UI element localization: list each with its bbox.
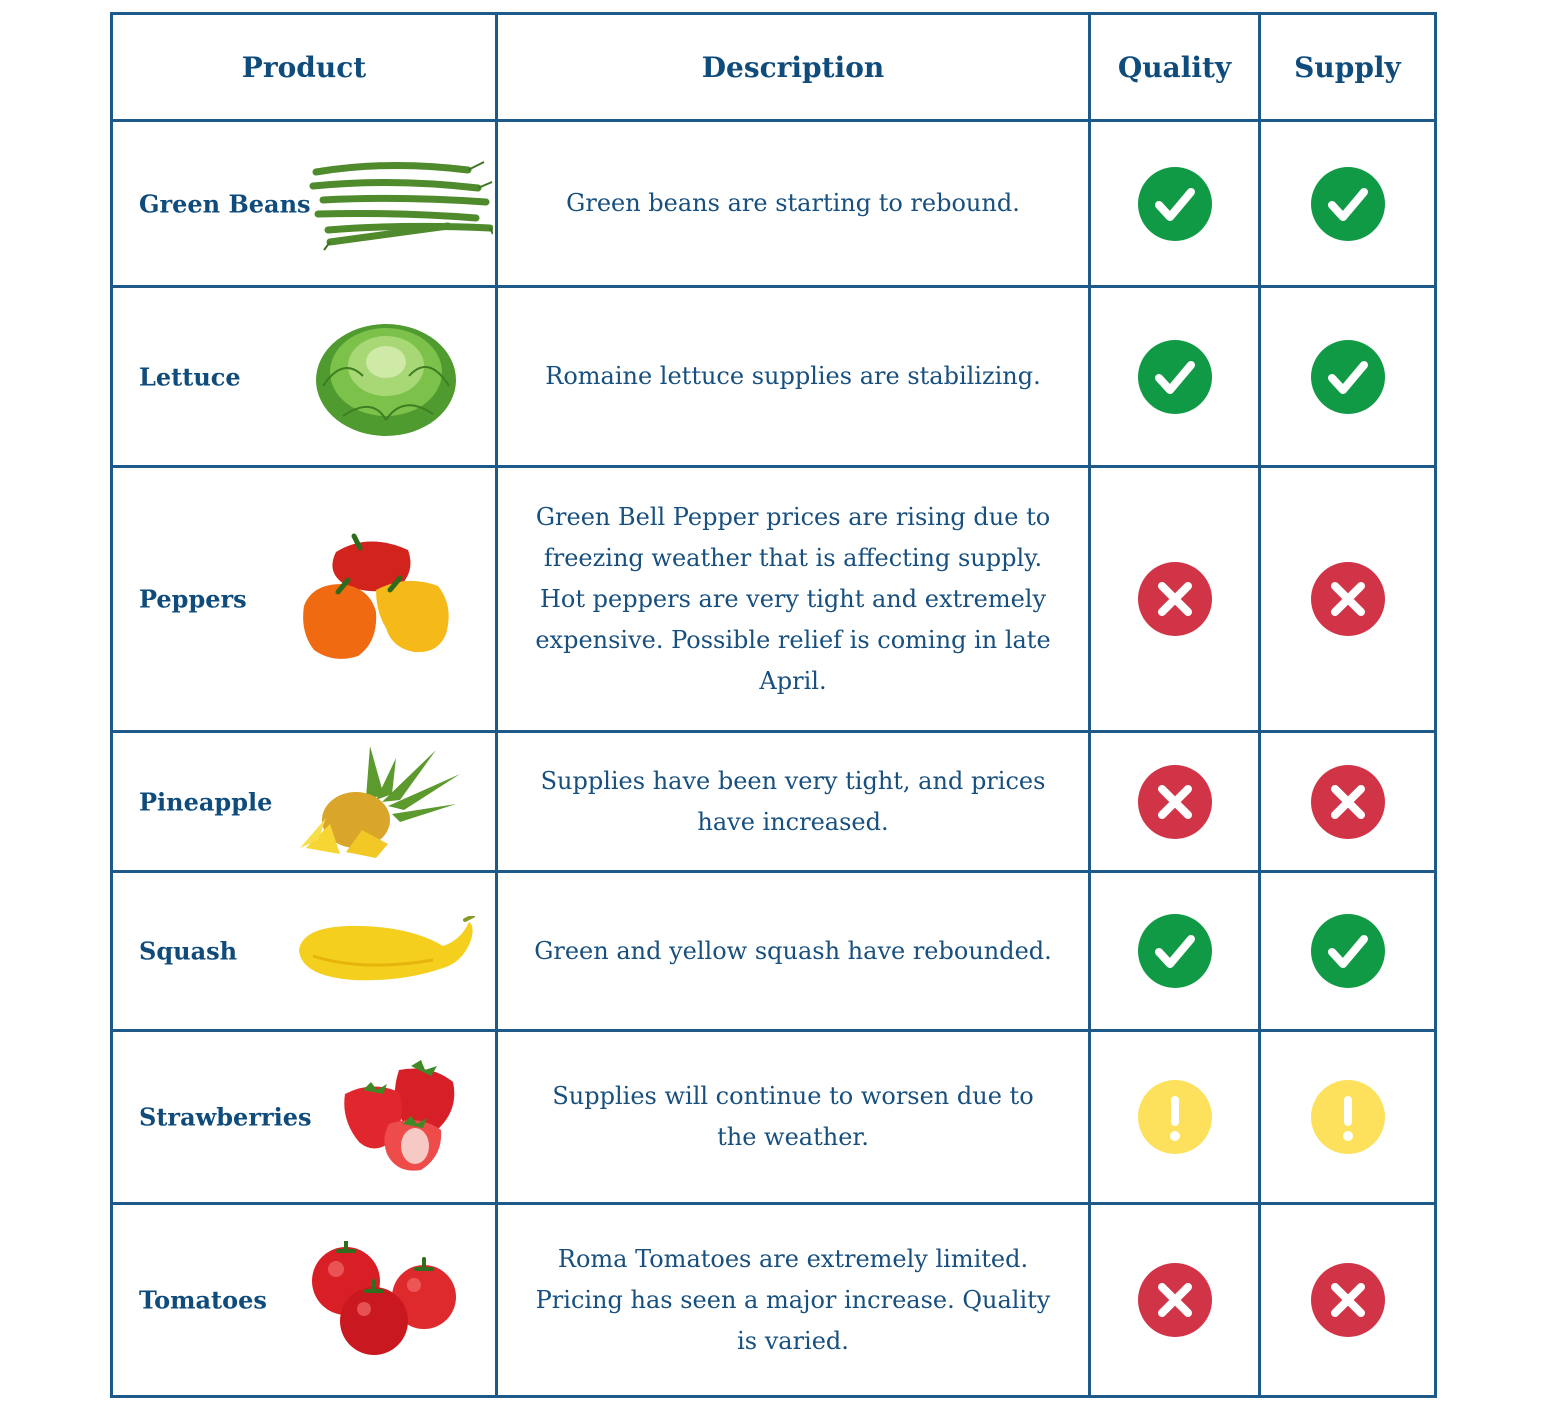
description-cell: Green Bell Pepper prices are rising due …	[495, 465, 1091, 733]
supply-cell	[1258, 730, 1437, 873]
product-cell: Lettuce	[110, 285, 498, 468]
table-row: Squash Green and yellow squash have rebo…	[110, 870, 1437, 1032]
table-row: Strawberries Supplies will continue to w…	[110, 1029, 1437, 1205]
quality-cell	[1088, 465, 1261, 733]
product-cell: Green Beans	[110, 119, 498, 288]
description-cell: Supplies will continue to worsen due to …	[495, 1029, 1091, 1205]
squash-image	[299, 916, 475, 981]
check-icon	[1310, 914, 1385, 988]
product-name: Pineapple	[139, 787, 273, 816]
description-cell: Romaine lettuce supplies are stabilizing…	[495, 285, 1091, 468]
quality-cell	[1088, 1202, 1261, 1398]
x-icon	[1310, 562, 1385, 636]
product-cell: Strawberries	[110, 1029, 498, 1205]
product-name: Green Beans	[139, 189, 311, 218]
strawberries-image	[344, 1060, 455, 1171]
x-icon	[1137, 764, 1212, 839]
check-icon	[1310, 166, 1385, 241]
quality-cell	[1088, 1029, 1261, 1205]
description-cell: Supplies have been very tight, and price…	[495, 730, 1091, 873]
supply-cell	[1258, 285, 1437, 468]
description-cell: Green beans are starting to rebound.	[495, 119, 1091, 288]
quality-cell	[1088, 730, 1261, 873]
exclamation-icon	[1137, 1080, 1212, 1154]
check-icon	[1137, 166, 1212, 241]
product-name: Squash	[139, 936, 238, 966]
check-icon	[1137, 914, 1212, 988]
table-row: Peppers Green Bell Pepper prices are ris…	[110, 465, 1437, 733]
header-description: Description	[495, 12, 1091, 122]
description-cell: Roma Tomatoes are extremely limited. Pri…	[495, 1202, 1091, 1398]
check-icon	[1310, 339, 1385, 414]
quality-cell	[1088, 285, 1261, 468]
product-name: Tomatoes	[139, 1285, 267, 1315]
table-row: Pineapple Supplies have been very tight,…	[110, 730, 1437, 873]
supply-cell	[1258, 465, 1437, 733]
supply-cell	[1258, 1202, 1437, 1398]
supply-cell	[1258, 1029, 1437, 1205]
header-supply: Supply	[1258, 12, 1437, 122]
product-name: Lettuce	[139, 362, 241, 391]
produce-status-table: Product Description Quality Supply Green…	[110, 12, 1437, 1398]
quality-cell	[1088, 119, 1261, 288]
green-beans-image	[309, 160, 493, 251]
product-cell: Squash	[110, 870, 498, 1032]
header-row: Product Description Quality Supply	[110, 12, 1437, 122]
header-quality: Quality	[1088, 12, 1261, 122]
peppers-image	[303, 533, 449, 659]
x-icon	[1310, 1263, 1385, 1337]
exclamation-icon	[1310, 1080, 1385, 1154]
pineapple-image	[300, 745, 460, 858]
supply-cell	[1258, 119, 1437, 288]
product-name: Strawberries	[139, 1102, 312, 1132]
header-product: Product	[110, 12, 498, 122]
x-icon	[1137, 1263, 1212, 1337]
x-icon	[1137, 562, 1212, 636]
table-row: Lettuce Romaine lettuce supplies are sta…	[110, 285, 1437, 468]
check-icon	[1137, 339, 1212, 414]
supply-cell	[1258, 870, 1437, 1032]
tomatoes-image	[312, 1241, 456, 1355]
table-row: Tomatoes Roma Tomatoes are extremely lim…	[110, 1202, 1437, 1398]
x-icon	[1310, 764, 1385, 839]
table-row: Green Beans Green beans are starting to …	[110, 119, 1437, 288]
quality-cell	[1088, 870, 1261, 1032]
product-cell: Peppers	[110, 465, 498, 733]
product-cell: Pineapple	[110, 730, 498, 873]
product-cell: Tomatoes	[110, 1202, 498, 1398]
product-name: Peppers	[139, 584, 247, 614]
lettuce-image	[316, 323, 456, 436]
description-cell: Green and yellow squash have rebounded.	[495, 870, 1091, 1032]
